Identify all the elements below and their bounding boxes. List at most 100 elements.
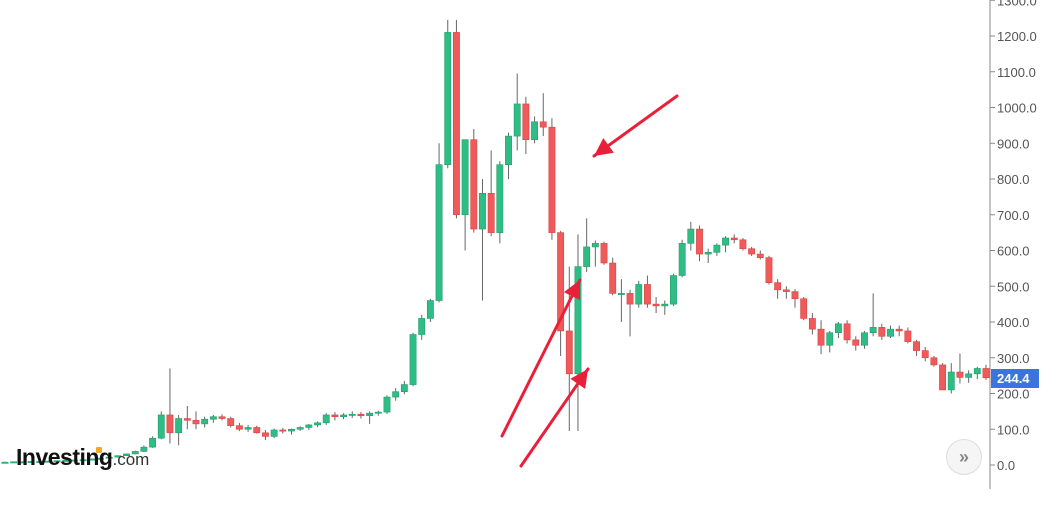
candle[interactable] [834,322,842,339]
candle[interactable] [800,296,808,321]
candle[interactable] [348,411,356,418]
candle[interactable] [539,93,547,137]
candle[interactable] [696,225,703,262]
candle[interactable] [27,461,35,463]
candle[interactable] [973,366,981,380]
candle[interactable] [340,413,348,420]
candle[interactable] [453,19,460,219]
candle[interactable] [201,416,209,428]
candle[interactable] [253,425,261,434]
candle[interactable] [965,370,973,383]
candle[interactable] [487,150,495,237]
candle[interactable] [939,363,947,391]
candle[interactable] [869,293,877,337]
candle[interactable] [305,423,313,430]
candle[interactable] [218,414,226,421]
candle[interactable] [661,300,669,315]
candle[interactable] [808,313,816,335]
candle[interactable] [930,355,938,367]
candle[interactable] [609,257,617,296]
candle[interactable] [591,240,599,267]
candle[interactable] [817,320,825,355]
candle[interactable] [557,230,565,356]
candle[interactable] [626,289,634,337]
candle[interactable] [583,218,591,272]
candle[interactable] [843,320,851,344]
candle[interactable] [748,246,756,256]
candle[interactable] [227,416,235,428]
candle[interactable] [617,279,625,322]
candle[interactable] [756,250,764,260]
candle[interactable] [175,414,183,446]
candle[interactable] [36,461,44,463]
candle[interactable] [765,255,773,285]
candle[interactable] [296,426,304,432]
candle[interactable] [895,325,903,337]
candle[interactable] [887,325,894,339]
candle[interactable] [921,347,929,362]
candle[interactable] [479,179,486,301]
candle[interactable] [670,273,677,306]
scroll-to-latest-button[interactable]: » [946,439,982,475]
candle[interactable] [374,410,382,416]
candle[interactable] [774,279,782,299]
candle[interactable] [400,380,408,395]
candle[interactable] [331,412,339,421]
candle[interactable] [435,143,443,303]
candle[interactable] [62,459,70,462]
candle[interactable] [496,161,504,244]
candle[interactable] [444,19,452,169]
candle[interactable] [600,241,608,265]
candle[interactable] [782,286,790,299]
candle[interactable] [262,429,269,440]
candle[interactable] [183,406,191,430]
candle[interactable] [149,436,157,448]
candle[interactable] [71,459,78,462]
candle[interactable] [322,413,330,425]
candle[interactable] [461,139,469,251]
candle[interactable] [852,336,860,351]
candle[interactable] [730,234,738,244]
candle[interactable] [10,461,18,464]
candle[interactable] [635,280,643,308]
candle[interactable] [366,411,374,424]
candle[interactable] [739,237,747,251]
candle[interactable] [574,234,582,432]
candle[interactable] [97,457,104,460]
candle[interactable] [79,459,87,462]
candle[interactable] [678,239,686,278]
candle[interactable] [244,424,252,433]
candle[interactable] [123,453,130,457]
candle[interactable] [409,332,417,387]
candle[interactable] [18,461,26,464]
candle[interactable] [861,330,868,349]
candle[interactable] [426,298,434,322]
candle[interactable] [956,353,964,384]
candle[interactable] [913,339,920,356]
candle[interactable] [131,450,139,455]
candle[interactable] [209,414,217,423]
candle[interactable] [722,236,729,253]
candle[interactable] [791,289,799,308]
candle[interactable] [288,428,295,435]
candle[interactable] [505,132,512,179]
candle[interactable] [114,455,122,458]
candle[interactable] [270,428,278,439]
candle[interactable] [643,275,651,308]
candle[interactable] [826,330,834,353]
candle[interactable] [531,116,538,144]
candle[interactable] [157,411,165,440]
candle[interactable] [418,314,426,340]
candle[interactable] [88,458,96,461]
candle[interactable] [140,445,148,453]
candle[interactable] [1,461,9,464]
candle[interactable] [392,388,400,401]
candle[interactable] [904,327,912,344]
candle[interactable] [53,460,61,463]
candle[interactable] [357,412,365,419]
candle[interactable] [878,323,886,340]
candle[interactable] [44,460,52,463]
candle[interactable] [383,395,391,414]
